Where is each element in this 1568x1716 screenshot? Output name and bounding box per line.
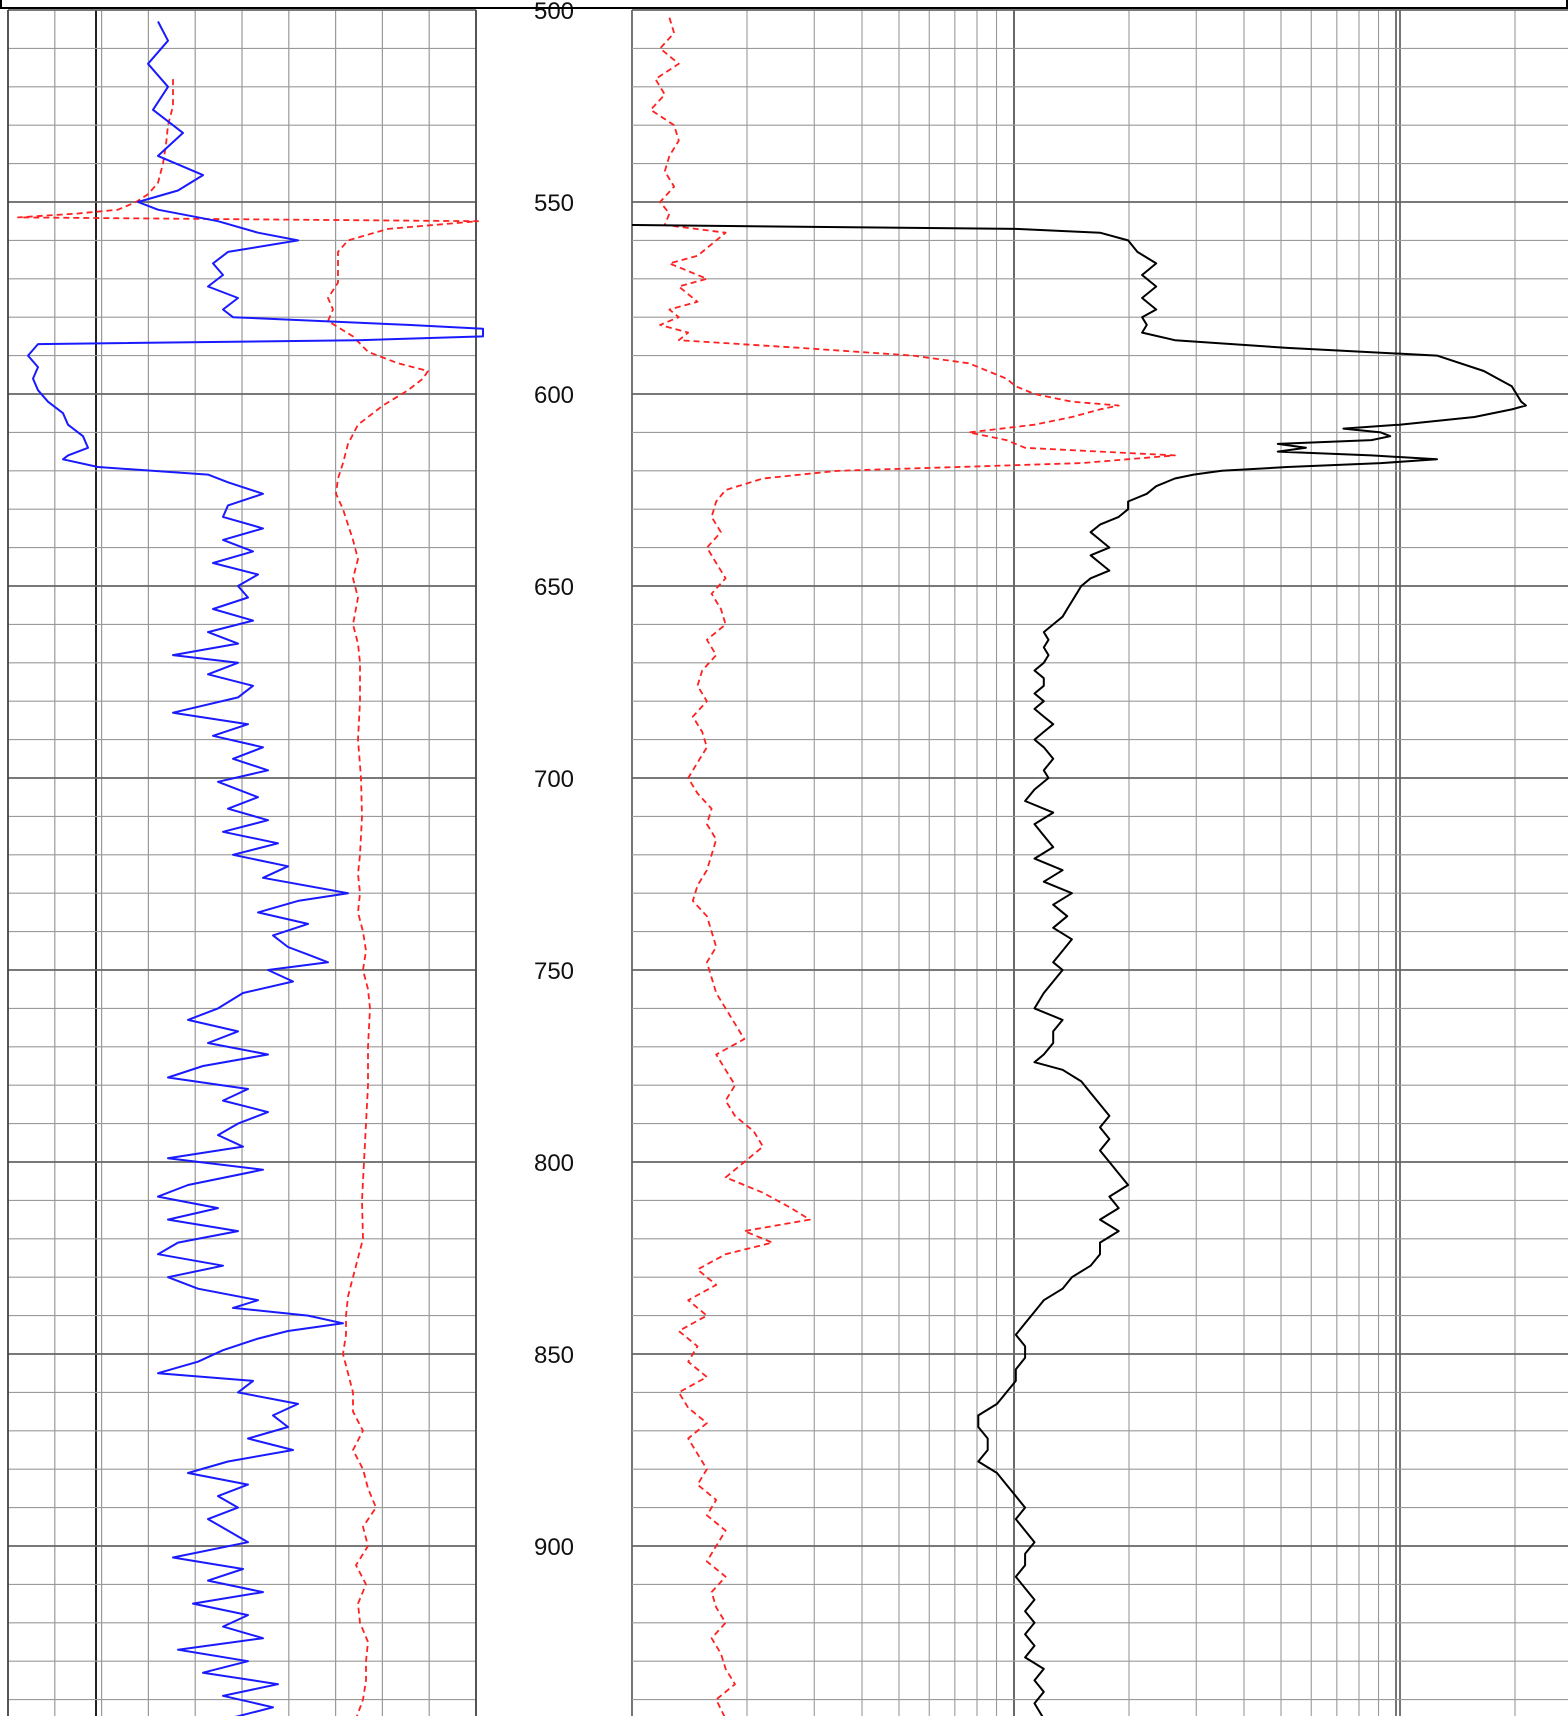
depth-tick-label: 850 xyxy=(534,1342,574,1369)
right-red-dashed-curve xyxy=(649,17,1176,1716)
depth-tick-label: 700 xyxy=(534,766,574,793)
right-track-curves xyxy=(631,17,1527,1716)
right-black-curve xyxy=(631,224,1527,1716)
depth-tick-label: 750 xyxy=(534,958,574,985)
depth-tick-label: 900 xyxy=(534,1534,574,1561)
depth-tick-label: 550 xyxy=(534,190,574,217)
left-blue-curve xyxy=(27,21,484,1716)
left-red-dashed-curve xyxy=(17,79,479,1716)
depth-tick-label: 500 xyxy=(534,0,574,25)
header-strip-border xyxy=(0,0,1568,9)
left-track-grid xyxy=(7,9,477,1716)
depth-tick-label: 650 xyxy=(534,574,574,601)
right-track-grid xyxy=(631,9,1568,1716)
depth-tick-label: 600 xyxy=(534,382,574,409)
left-track-curves xyxy=(17,21,484,1716)
depth-tick-label: 800 xyxy=(534,1150,574,1177)
depth-axis-labels: 500 550 600 650 700 750 800 850 900 xyxy=(534,0,574,1561)
